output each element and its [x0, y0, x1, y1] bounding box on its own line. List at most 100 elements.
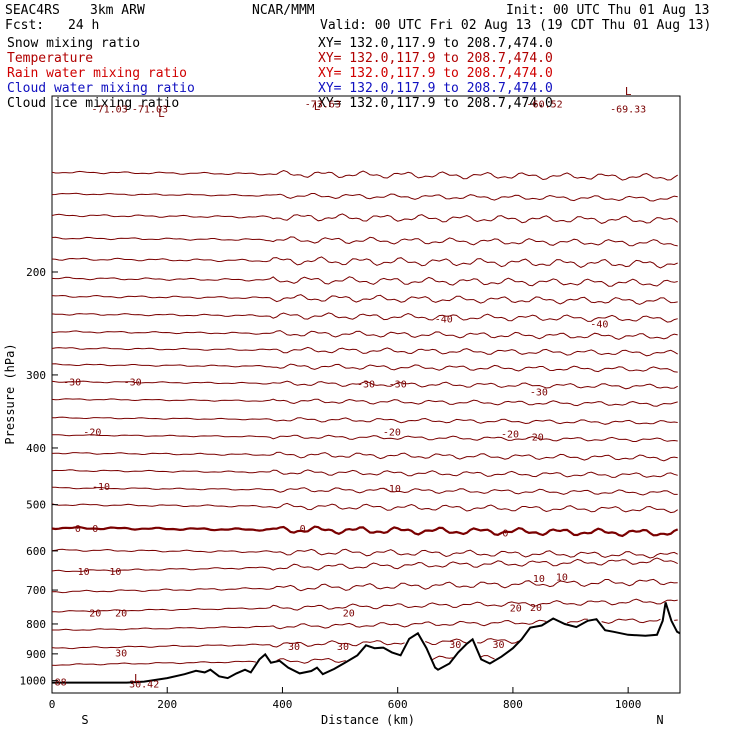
low-marker: L [314, 100, 321, 113]
x-tick-label: 800 [503, 698, 523, 711]
contour-label: -30 [63, 378, 81, 389]
isotherm-line [51, 451, 678, 462]
experiment-title: SEAC4RS [5, 3, 60, 18]
contour-label: 20 [530, 603, 542, 614]
contour-label: 10 [556, 573, 568, 584]
south-end-label: S [81, 713, 88, 727]
plot-frame [51, 95, 681, 694]
isotherm-line [51, 312, 678, 323]
contour-label: -30 [530, 387, 548, 398]
field-rain-xy: XY= 132.0,117.9 to 208.7,474.0 [318, 66, 553, 81]
isotherm-line [51, 236, 678, 247]
isotherm-line [52, 598, 678, 613]
isotherm-line [51, 276, 678, 287]
contour-label: 0 [75, 524, 81, 535]
contour-label: 30.42 [129, 680, 159, 691]
contour-label: 20 [115, 609, 127, 620]
isotherm-line [51, 655, 495, 666]
isotherm-line [51, 380, 678, 390]
isotherm-line [51, 346, 678, 357]
init-time: Init: 00 UTC Thu 01 Aug 13 [506, 3, 710, 18]
contour-label: 30 [449, 640, 461, 651]
y-tick-label: 700 [26, 584, 46, 597]
contour-label: -69.33 [610, 104, 646, 115]
contour-label: -30 [357, 379, 375, 390]
contour-label: 30 [337, 642, 349, 653]
valid-time: Valid: 00 UTC Fri 02 Aug 13 (19 CDT Thu … [320, 18, 711, 33]
field-cloudwater-xy: XY= 132.0,117.9 to 208.7,474.0 [318, 81, 553, 96]
y-tick-label: 1000 [20, 675, 47, 688]
field-cloudice-xy: XY= 132.0,117.9 to 208.7,474.0 [318, 96, 553, 111]
y-tick-label: 800 [26, 618, 46, 631]
contour-label: -20 [526, 432, 544, 443]
contour-label: -20 [83, 428, 101, 439]
isotherm-line [52, 416, 678, 425]
isotherm-line [52, 618, 678, 631]
y-tick-label: 900 [26, 648, 46, 661]
x-tick-label: 1000 [615, 698, 642, 711]
isotherm-line [51, 548, 678, 559]
contour-label: 0 [92, 524, 98, 535]
terrain-layer [52, 602, 681, 684]
isotherm-line [51, 578, 678, 594]
isotherm-line [51, 256, 678, 269]
isotherm-line [51, 169, 678, 181]
field-temperature-xy: XY= 132.0,117.9 to 208.7,474.0 [318, 51, 553, 66]
x-tick-label: 600 [388, 698, 408, 711]
model-title: 3km ARW [90, 3, 145, 18]
y-tick-label: 400 [26, 442, 46, 455]
contour-label: -40 [590, 320, 608, 331]
isotherm-line [52, 434, 678, 442]
y-tick-label: 600 [26, 545, 46, 558]
x-axis-label: Distance (km) [321, 713, 415, 727]
contour-label: 20 [89, 609, 101, 620]
contour-label: -10 [92, 482, 110, 493]
contour-label: -73.63 [305, 100, 341, 111]
contour-label: -30 [389, 379, 407, 390]
isotherm-line [51, 557, 678, 572]
isotherm-line [52, 486, 678, 496]
y-tick-label: 300 [26, 369, 46, 382]
field-cloudice-label: Cloud ice mixing ratio [7, 96, 179, 111]
y-tick-label: 500 [26, 499, 46, 512]
isotherm-line [51, 330, 678, 340]
contour-label: 30 [492, 640, 504, 651]
contour-label: -30 [124, 378, 142, 389]
north-end-label: N [656, 713, 663, 727]
fcst-value: 24 h [68, 18, 99, 33]
contour-label: 0 [300, 524, 306, 535]
contour-label: 30 [288, 642, 300, 653]
isotherm-line [51, 363, 678, 373]
y-axis-label: Pressure (hPa) [3, 343, 17, 444]
center-title: NCAR/MMM [252, 3, 315, 18]
isotherm-line [51, 192, 678, 202]
x-tick-label: 200 [157, 698, 177, 711]
contour-label: 10 [533, 574, 545, 585]
terrain-profile [52, 602, 681, 684]
isotherm-line [51, 525, 679, 538]
x-tick-label: 0 [49, 698, 56, 711]
isotherm-line [51, 638, 519, 650]
field-temperature-label: Temperature [7, 51, 93, 66]
y-tick-label: 200 [26, 266, 46, 279]
contour-label: 30 [115, 648, 127, 659]
contour-label: 88 [55, 677, 67, 688]
contour-label: -60.52 [527, 100, 563, 111]
field-cloudwater-label: Cloud water mixing ratio [7, 81, 195, 96]
contour-label: -20 [501, 430, 519, 441]
contour-label: 10 [78, 567, 90, 578]
low-marker: L [134, 672, 141, 685]
contour-label: -10 [383, 484, 401, 495]
contour-label-layer: -71.03 -71.03 -73.63 -60.52 -69.33 -40 -40 -30 -… [55, 85, 647, 691]
isotherm-line [51, 502, 678, 514]
contour-label: -20 [383, 428, 401, 439]
contour-label: -71.03 [92, 104, 128, 115]
field-snow-xy: XY= 132.0,117.9 to 208.7,474.0 [318, 36, 553, 51]
isotherm-line [51, 469, 678, 478]
field-rain-label: Rain water mixing ratio [7, 66, 187, 81]
x-tick-label: 400 [273, 698, 293, 711]
contour-label: 20 [510, 604, 522, 615]
contour-label: 10 [109, 567, 121, 578]
